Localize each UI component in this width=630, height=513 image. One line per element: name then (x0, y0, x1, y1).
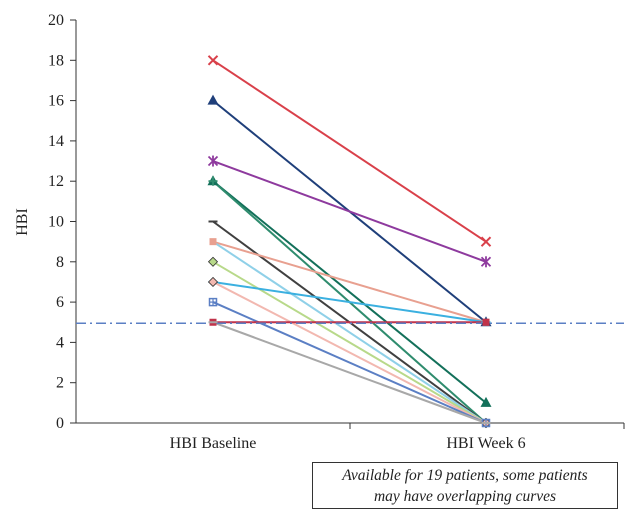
point-series-1-baseline (207, 55, 219, 66)
chart-note-line-1: Available for 19 patients, some patients (342, 467, 588, 484)
y-tick-label: 12 (48, 173, 64, 190)
series-line-7 (212, 240, 487, 324)
point-series-3-week6 (480, 256, 492, 268)
series-line-1 (212, 59, 487, 243)
y-axis-title: HBI (14, 208, 31, 236)
series-line-8 (212, 240, 487, 424)
x-tick-label: HBI Week 6 (446, 435, 525, 452)
axes: 0 2 4 6 8 10 12 14 16 18 20 HBI Baseline HBI Week 6 (48, 12, 625, 452)
point-series-2-baseline (207, 94, 219, 105)
chart-note-line-2: may have overlapping curves (373, 488, 557, 505)
x-tick-label: HBI Baseline (170, 435, 257, 452)
y-tick-label: 2 (56, 375, 64, 392)
series-layer (76, 55, 624, 429)
y-tick-label: 0 (56, 415, 64, 432)
point-series-7-baseline (209, 238, 217, 246)
y-tick-label: 14 (48, 133, 64, 150)
point-series-13-week6 (482, 318, 490, 326)
y-tick-label: 8 (56, 254, 64, 271)
point-series-5-baseline (208, 176, 218, 186)
series-line-10 (212, 280, 487, 324)
y-tick-label: 6 (56, 294, 64, 311)
y-tick-label: 18 (48, 52, 64, 69)
y-tick-label: 20 (48, 12, 64, 29)
point-series-9-baseline (207, 256, 219, 267)
point-series-3-baseline (207, 155, 219, 167)
point-series-4-week6 (480, 396, 492, 407)
series-line-4 (212, 180, 487, 404)
chart-note: Available for 19 patients, some patients… (312, 462, 618, 509)
point-series-1-week6 (480, 236, 492, 247)
y-tick-label: 4 (56, 334, 64, 351)
series-line-12 (212, 301, 487, 424)
series-line-9 (212, 260, 487, 424)
series-line-14 (212, 321, 487, 424)
series-line-3 (212, 160, 487, 263)
point-series-12-baseline (208, 297, 218, 307)
y-tick-label: 10 (48, 214, 64, 231)
point-series-11-baseline (207, 276, 219, 288)
series-line-11 (212, 281, 487, 424)
y-tick-label: 16 (48, 93, 64, 110)
